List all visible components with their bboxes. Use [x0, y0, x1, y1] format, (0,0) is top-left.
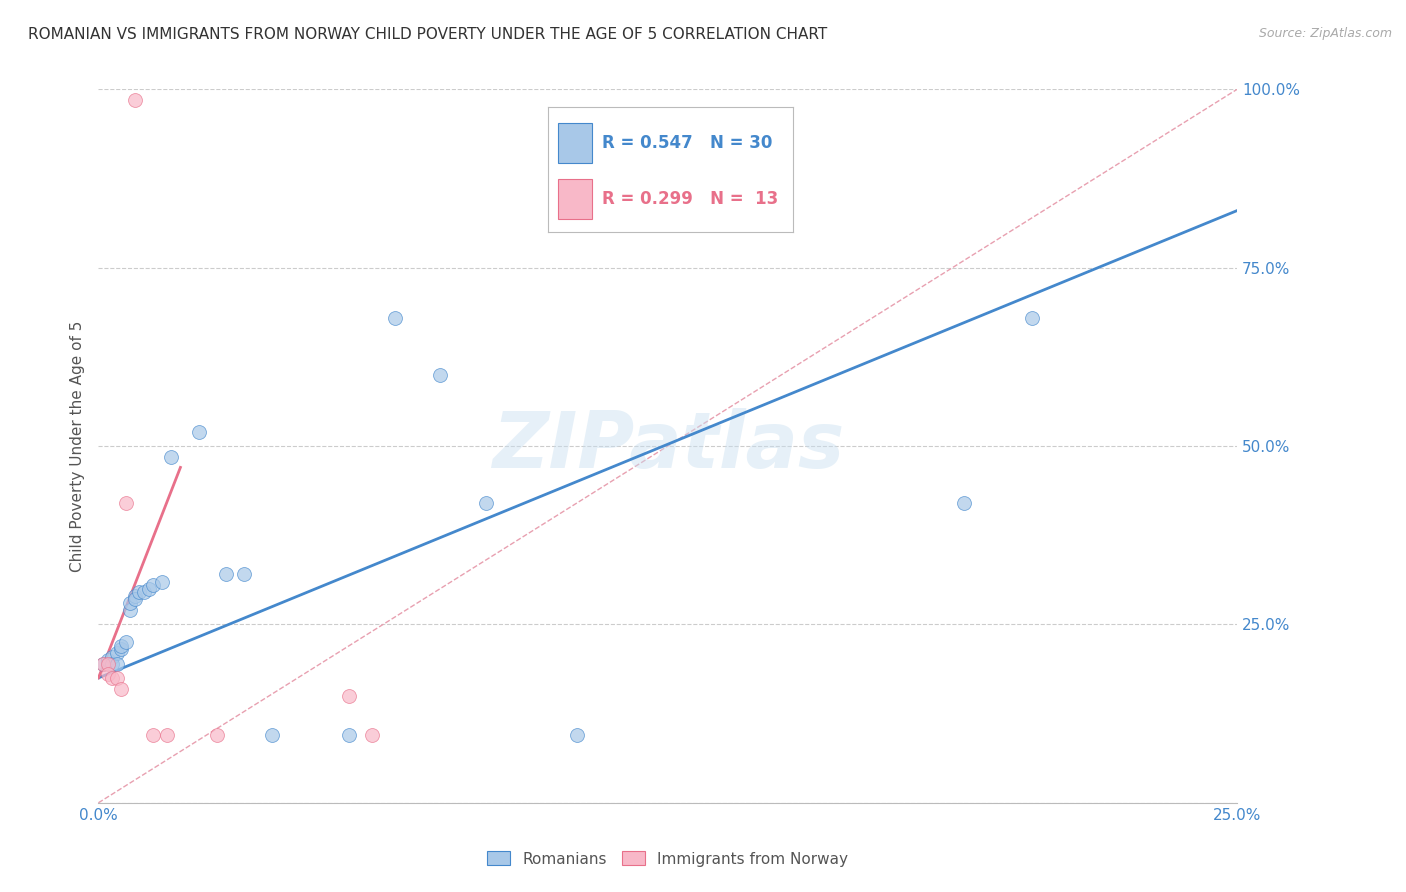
Point [124, 93, 146, 107]
Point [110, 681, 132, 696]
Point [384, 310, 406, 325]
Point [96, 667, 118, 681]
Text: ZIPatlas: ZIPatlas [492, 408, 844, 484]
Text: Source: ZipAtlas.com: Source: ZipAtlas.com [1258, 27, 1392, 40]
Point [187, 425, 209, 439]
Point [337, 728, 360, 742]
Point [565, 728, 588, 742]
Point [474, 496, 496, 510]
Point [260, 728, 283, 742]
Point [114, 635, 136, 649]
Point [110, 642, 132, 657]
Point [150, 574, 173, 589]
Text: ROMANIAN VS IMMIGRANTS FROM NORWAY CHILD POVERTY UNDER THE AGE OF 5 CORRELATION : ROMANIAN VS IMMIGRANTS FROM NORWAY CHILD… [28, 27, 827, 42]
Point [156, 728, 179, 742]
Point [105, 671, 128, 685]
Point [120, 603, 142, 617]
Point [105, 646, 128, 660]
Point [96, 657, 118, 671]
Point [215, 567, 238, 582]
Point [138, 582, 160, 596]
Point [233, 567, 256, 582]
Point [120, 596, 142, 610]
Point [91, 657, 114, 671]
Y-axis label: Child Poverty Under the Age of 5: Child Poverty Under the Age of 5 [69, 320, 84, 572]
Point [953, 496, 976, 510]
Point [360, 728, 382, 742]
Point [91, 657, 114, 671]
Point [101, 657, 124, 671]
Point [110, 639, 132, 653]
Point [114, 496, 136, 510]
Point [96, 653, 118, 667]
Point [160, 450, 183, 464]
Point [1021, 310, 1043, 325]
Point [101, 671, 124, 685]
Point [124, 589, 146, 603]
Point [101, 649, 124, 664]
Legend: Romanians, Immigrants from Norway: Romanians, Immigrants from Norway [488, 852, 848, 866]
Point [105, 657, 128, 671]
Point [142, 578, 165, 592]
Point [205, 728, 228, 742]
Point [429, 368, 451, 382]
Point [128, 585, 150, 599]
Point [337, 689, 360, 703]
Point [124, 592, 146, 607]
Point [142, 728, 165, 742]
Point [132, 585, 155, 599]
